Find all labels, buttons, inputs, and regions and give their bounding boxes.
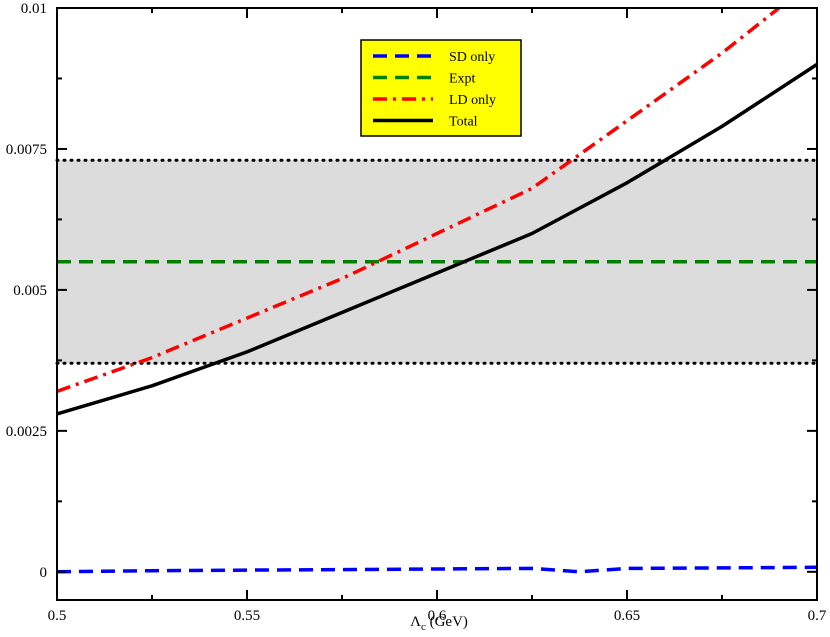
x-axis-title-symbol: Λ bbox=[410, 614, 421, 630]
series-line-ld-only bbox=[57, 8, 781, 394]
y-tick-label: 0 bbox=[40, 565, 48, 581]
y-tick-label: 0.0075 bbox=[6, 142, 47, 158]
legend: SD only Expt LD only Total bbox=[360, 39, 522, 137]
x-tick-label: 0.7 bbox=[808, 608, 827, 624]
y-tick-label: 0.01 bbox=[21, 1, 47, 17]
x-tick-label: 0.6 bbox=[428, 608, 447, 624]
series-line-total bbox=[57, 62, 817, 416]
x-tick-label: 0.65 bbox=[614, 608, 640, 624]
ticks-layer: 0 0.0025 0.005 0.0075 0.01 0.5 0.55 0.6 0.65 0.7 bbox=[6, 1, 827, 624]
y-tick-label: 0.0025 bbox=[6, 424, 47, 440]
x-axis-title-subscript: c bbox=[421, 621, 426, 633]
y-tick-label: 0.005 bbox=[13, 283, 47, 299]
x-tick-label: 0.55 bbox=[234, 608, 260, 624]
series-line-sd-only bbox=[57, 565, 817, 574]
x-axis-title-unit: (GeV) bbox=[426, 614, 468, 630]
legend-label-ld-only: LD only bbox=[449, 93, 496, 108]
series-layer bbox=[57, 8, 817, 574]
legend-label-sd-only: SD only bbox=[449, 50, 495, 65]
legend-label-expt: Expt bbox=[449, 72, 476, 87]
legend-label-total: Total bbox=[449, 115, 478, 130]
x-tick-label: 0.5 bbox=[48, 608, 67, 624]
x-axis-title: Λc (GeV) bbox=[410, 614, 468, 633]
